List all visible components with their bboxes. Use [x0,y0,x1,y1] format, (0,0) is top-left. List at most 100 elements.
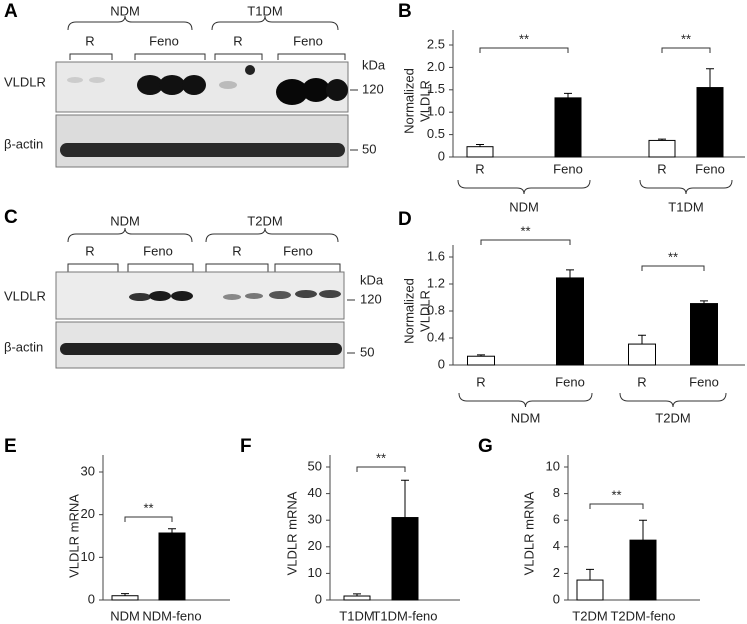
band [137,75,163,95]
y-tick-label: 0 [438,148,445,163]
error-bar [639,519,647,541]
brace [67,15,193,31]
band [149,291,171,301]
band [67,77,83,83]
lane-label: R [233,33,242,48]
y-axis-label: Normalized [401,278,416,344]
lane-bracket [67,263,341,272]
y-tick-label: 6 [553,512,560,527]
x-tick-label: R [657,161,666,176]
brace [211,15,339,31]
lane-label: Feno [143,243,173,258]
lane-bracket [69,53,346,60]
bar-chart: D 0 0.4 0.8 1.2 1.6 Normalized VLDLR R Feno R Feno N… [398,209,745,425]
bar-chart: E 0 10 20 30 VLDLR mRNA NDM NDM-feno ** [4,436,230,623]
group-brace [639,179,733,195]
y-tick-label: 4 [553,538,560,553]
significance-bracket [124,516,173,522]
y-axis-label: Normalized [401,68,416,134]
x-tick-label: R [637,374,646,389]
bar [629,539,657,601]
y-tick-label: 0 [315,591,322,606]
bar [391,517,419,601]
y-tick-label: 0 [553,591,560,606]
error-bar [401,479,409,518]
marker-label: 50 [362,141,376,156]
bar [576,579,604,601]
band [219,81,237,89]
band [60,343,342,355]
error-bar [564,92,572,98]
unit-label: kDa [360,272,384,287]
x-tick-label: T1DM-feno [372,608,437,623]
x-tick-label: T1DM [339,608,374,623]
panel-letter: E [4,436,17,457]
significance-bracket [356,466,406,472]
group-label: NDM [509,199,539,214]
y-axis-label: VLDLR mRNA [521,491,536,575]
y-tick-label: 0.5 [427,126,445,141]
error-bar [353,593,361,597]
panel-letter: A [4,1,18,22]
y-tick-label: 50 [308,458,322,473]
blot-image [55,114,349,168]
bar [690,303,718,366]
band [269,291,291,299]
panel-letter: D [398,209,412,230]
group-label: NDM [511,410,541,425]
significance-bracket [480,239,571,245]
x-tick-label: Feno [555,374,585,389]
significance-label: ** [143,500,153,515]
y-tick-label: 0.8 [427,302,445,317]
bar [111,595,139,601]
error-bar [121,593,129,596]
y-tick-label: 8 [553,485,560,500]
brace [67,227,193,243]
group-label: T1DM [247,3,282,18]
panel-letter: F [240,436,252,457]
y-tick-label: 20 [81,506,95,521]
bar [554,97,582,158]
y-tick-label: 20 [308,538,322,553]
significance-label: ** [376,450,386,465]
row-label: VLDLR [4,74,46,89]
row-label: β-actin [4,339,43,354]
y-tick-label: 0 [88,591,95,606]
x-tick-label: NDM [110,608,140,623]
marker-label: 50 [360,344,374,359]
panel-letter: B [398,1,412,22]
significance-bracket [641,265,705,271]
band [245,293,263,299]
group-brace [457,179,591,195]
significance-label: ** [519,31,529,46]
group-label: NDM [110,3,140,18]
x-tick-label: T2DM [572,608,607,623]
lane-label: R [85,243,94,258]
band [89,77,105,83]
error-bar [476,143,484,147]
lane-label: R [232,243,241,258]
y-tick-label: 10 [546,458,560,473]
y-tick-label: 10 [81,549,95,564]
band [182,75,206,95]
y-tick-label: 1.6 [427,248,445,263]
panel-letter: C [4,207,18,228]
y-tick-label: 40 [308,485,322,500]
y-axis-label: VLDLR mRNA [66,494,81,578]
row-label: β-actin [4,136,43,151]
significance-bracket [589,503,644,509]
y-axis-label: VLDLR [417,80,432,122]
error-bar [477,354,485,357]
x-tick-label: Feno [689,374,719,389]
error-bar [168,528,176,534]
spot [245,65,255,75]
significance-label: ** [611,487,621,502]
blot-panel-a: A NDM T1DM R Feno R Feno VLDLR β-actin k… [4,1,386,168]
group-label: NDM [110,213,140,228]
band [276,79,308,105]
significance-label: ** [668,249,678,264]
band [295,290,317,298]
lane-label: Feno [283,243,313,258]
error-bar [566,269,574,278]
panel-letter: G [478,436,493,457]
